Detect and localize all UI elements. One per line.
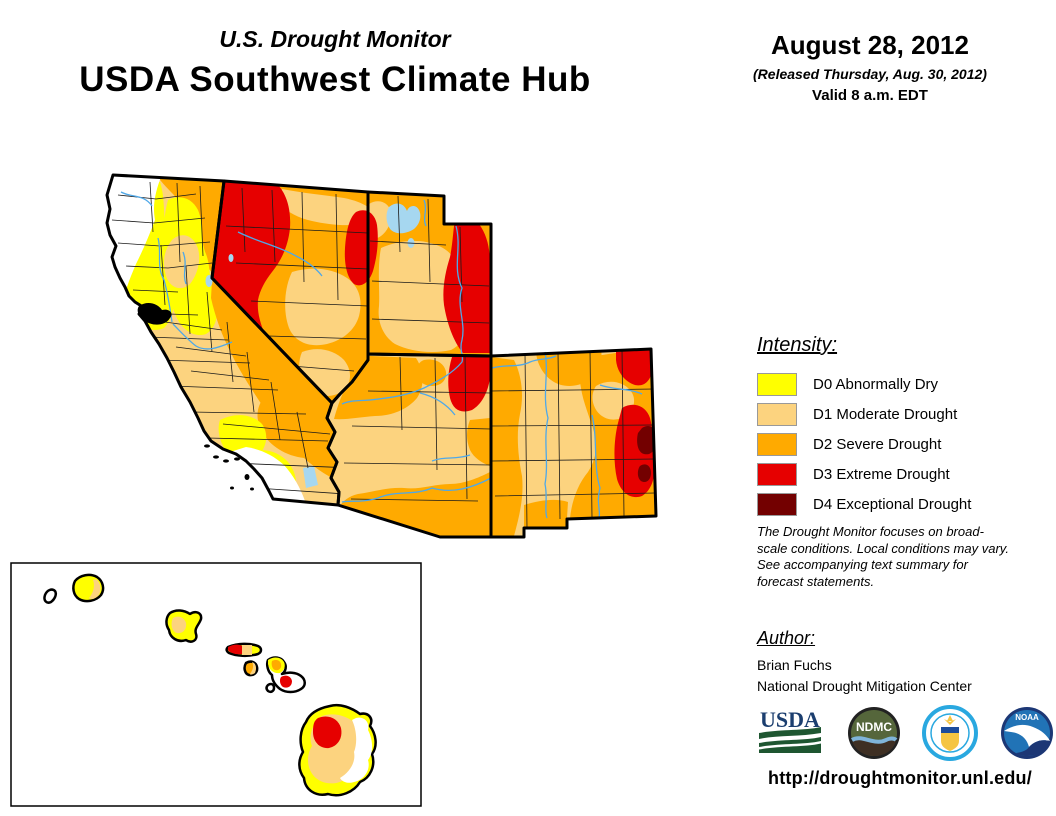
coastal-features (137, 303, 254, 491)
big-island-d3-blob (313, 716, 342, 749)
san-francisco-bay (137, 303, 172, 325)
channel-island (230, 486, 234, 490)
county-boundaries (111, 181, 656, 529)
noaa-logo-text: NOAA (1015, 713, 1039, 722)
channel-island (244, 474, 250, 480)
ndmc-logo-text: NDMC (856, 720, 892, 734)
channel-island (250, 487, 254, 491)
ca-none-south-coast (230, 447, 305, 501)
az-d2-south (340, 472, 490, 536)
rivers (120, 191, 643, 519)
nm-county-lines (491, 349, 656, 529)
hawaiian-islands (43, 573, 377, 797)
channel-island (223, 459, 229, 463)
molokai-d1-mid (242, 645, 252, 655)
map-date: August 28, 2012 (771, 30, 969, 60)
noaa-logo: NOAA (1000, 707, 1053, 759)
logo-row: USDA NDMC NOAA (755, 702, 1055, 764)
nv-county-lines (225, 187, 368, 372)
legend-swatch (757, 492, 797, 516)
disclaimer-text: The Drought Monitor focuses on broad-sca… (757, 524, 1009, 589)
legend-rows: D0 Abnormally Dry D1 Moderate Drought D2… (757, 369, 1047, 519)
commerce-eagle-icon (944, 715, 957, 725)
ut-county-lines (369, 195, 490, 324)
channel-island (213, 455, 219, 459)
noaa-sea-icon (1015, 740, 1050, 756)
ut-d3-east-strip (443, 213, 490, 353)
ca-d2-mojave-bulge (257, 395, 339, 459)
legend-swatch (757, 432, 797, 456)
usda-logo: USDA (759, 707, 821, 753)
usda-furrow-icon (759, 741, 821, 750)
author-name: Brian Fuchs (757, 657, 832, 673)
release-date: (Released Thursday, Aug. 30, 2012) (753, 66, 987, 82)
maui-d3-spot (279, 675, 292, 688)
nm-d4-spot-lower (637, 464, 651, 483)
pyramid-lake (228, 254, 234, 262)
ndmc-soil-icon (851, 739, 896, 756)
oahu-d1-center (171, 616, 187, 634)
ut-d1-center (378, 240, 465, 352)
molokai-d3-west (228, 644, 242, 655)
nv-d1-central (285, 268, 361, 346)
nv-d3-east-oval (344, 210, 368, 286)
legend-label: D4 Exceptional Drought (813, 495, 972, 513)
nm-d2-west-strip (491, 357, 523, 536)
great-salt-lake (386, 203, 421, 234)
page-title: USDA Southwest Climate Hub (79, 60, 591, 99)
legend-row: D1 Moderate Drought (757, 399, 1047, 429)
legend-row: D2 Severe Drought (757, 429, 1047, 459)
usda-field-icon (759, 727, 821, 739)
author-heading: Author: (757, 628, 816, 648)
drought-monitor-url: http://droughtmonitor.unl.edu/ (768, 768, 1032, 788)
valid-time: Valid 8 a.m. EDT (812, 87, 928, 104)
ndmc-logo: NDMC (847, 707, 900, 759)
ndmc-wave-icon (850, 736, 898, 744)
legend-row: D4 Exceptional Drought (757, 489, 1047, 519)
big-island-none-east (340, 717, 373, 783)
nm-d3-northeast-corner (616, 349, 652, 386)
hawaii-inset (10, 562, 422, 807)
ut-d3-border-oval (368, 210, 378, 286)
utah-drought-regions (368, 201, 490, 353)
az-d2-east-mid (467, 418, 490, 466)
az-county-lines (343, 356, 491, 502)
island-niihau (43, 588, 58, 604)
author-block: Author: Brian Fuchs National Drought Mit… (757, 628, 1047, 694)
channel-island (204, 444, 210, 448)
legend-swatch (757, 402, 797, 426)
az-d3-northeast (448, 357, 490, 412)
az-d2-north-patch (417, 359, 447, 386)
commerce-seal-logo (922, 705, 979, 761)
channel-island (234, 457, 240, 461)
island-kahoolawe (265, 682, 276, 694)
legend-swatch (757, 372, 797, 396)
author-org: National Drought Mitigation Center (757, 678, 972, 694)
legend-label: D0 Abnormally Dry (813, 375, 939, 393)
legend-row: D3 Extreme Drought (757, 459, 1047, 489)
lanai-d1-east (250, 662, 256, 675)
legend-swatch (757, 462, 797, 486)
nv-d3-northwest-blob (212, 181, 291, 332)
monitor-title: U.S. Drought Monitor (219, 26, 451, 52)
intensity-legend: Intensity: D0 Abnormally Dry D1 Moderate… (757, 334, 1047, 519)
ca-d1-hole-in-yellow (164, 235, 200, 289)
legend-label: D1 Moderate Drought (813, 405, 958, 423)
commerce-shield-chief (941, 727, 960, 733)
legend-row: D0 Abnormally Dry (757, 369, 1047, 399)
maui-d2-west-core (271, 660, 282, 671)
date-block: August 28, 2012 (Released Thursday, Aug.… (700, 30, 1040, 104)
legend-label: D3 Extreme Drought (813, 465, 950, 483)
legend-label: D2 Severe Drought (813, 435, 942, 453)
usda-logo-text: USDA (760, 707, 820, 732)
legend-heading: Intensity: (757, 334, 838, 356)
noaa-gull-icon (1003, 724, 1050, 747)
kauai-d1-edge (89, 579, 101, 600)
salton-sea (303, 466, 318, 488)
